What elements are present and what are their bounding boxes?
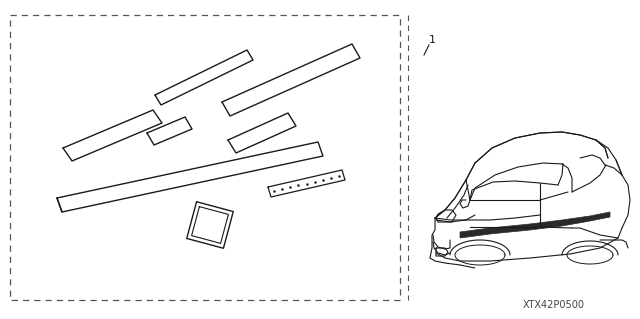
Bar: [10, 15, 400, 300]
Text: XTX42P0500: XTX42P0500: [523, 300, 585, 310]
Polygon shape: [460, 212, 610, 238]
Text: 1: 1: [429, 35, 435, 45]
